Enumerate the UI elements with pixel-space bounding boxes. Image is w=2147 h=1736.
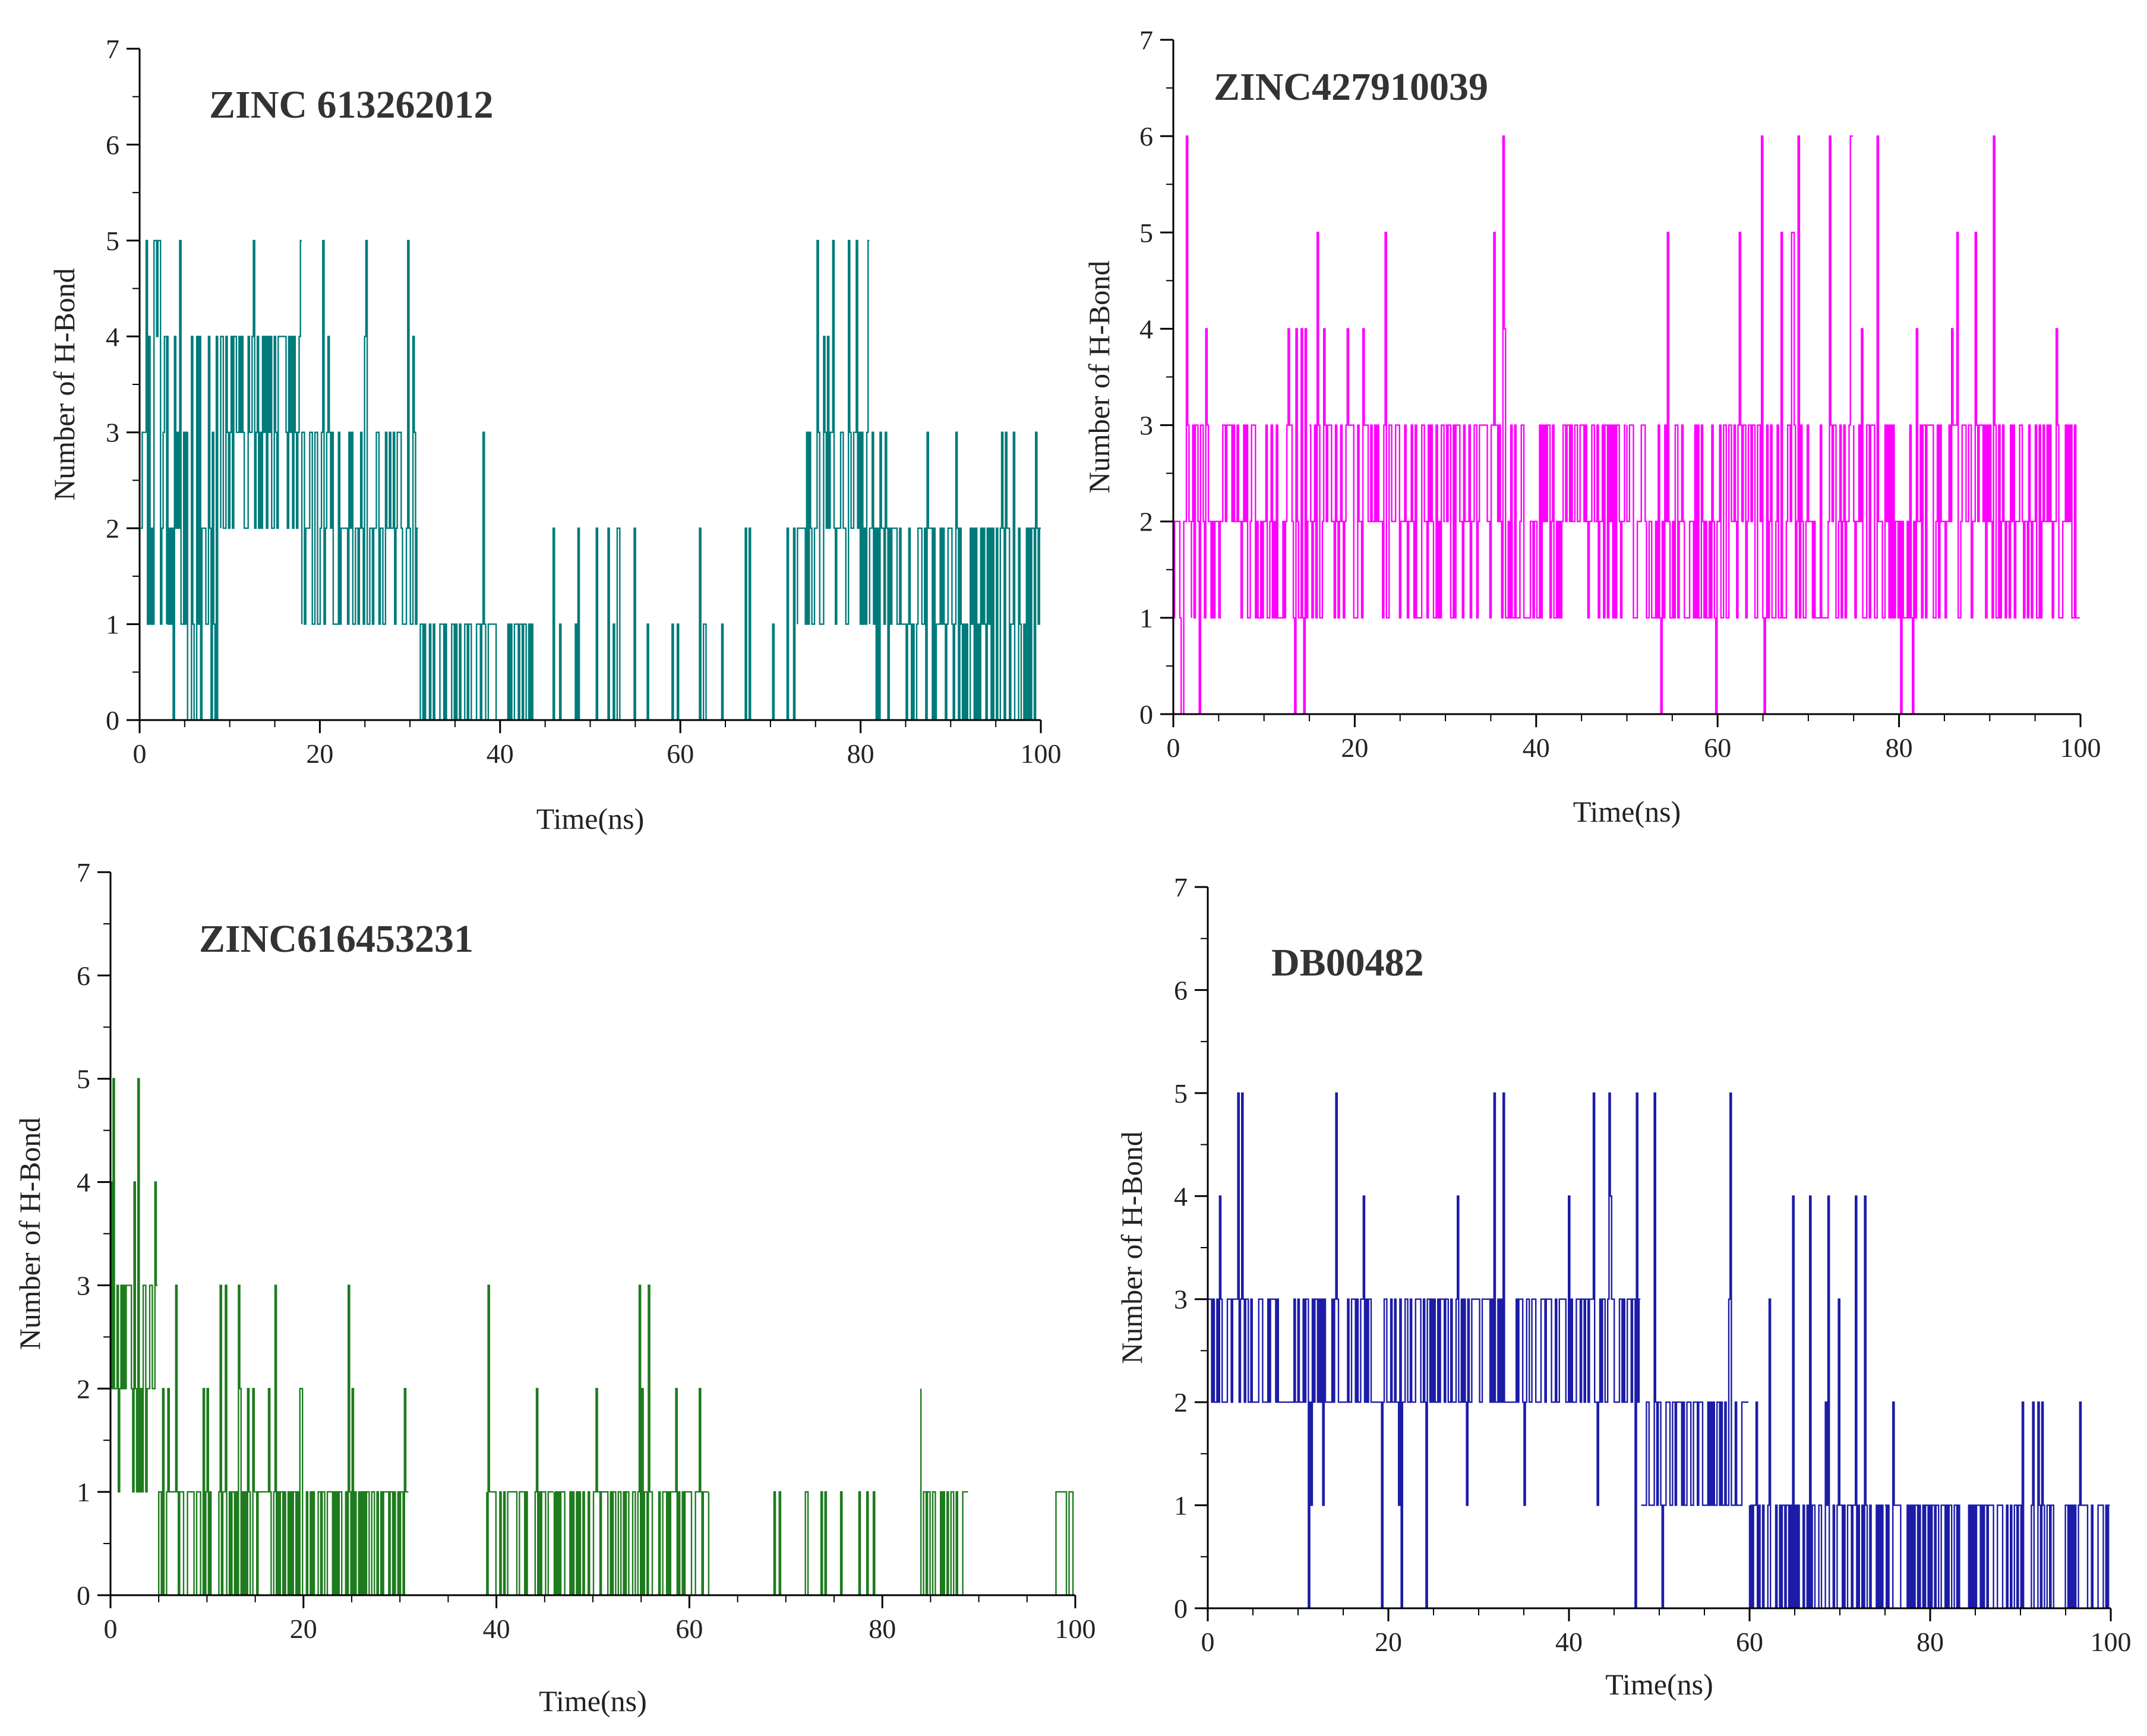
y-axis-title: Number of H-Bond	[48, 268, 81, 501]
x-tick-label: 60	[667, 738, 694, 769]
x-axis-title: Time(ns)	[1605, 1668, 1713, 1701]
y-tick-label: 7	[1139, 25, 1153, 55]
x-tick-label: 40	[1523, 733, 1550, 763]
panel-title: ZINC616453231	[199, 917, 473, 961]
y-tick-label: 6	[1139, 121, 1153, 151]
panel-db00482: 0 1 2 3 4 5 6 7 0 20 40 60 80 100 Time(ns) Number of H-…	[1115, 872, 2132, 1701]
y-tick-label: 2	[77, 1374, 90, 1404]
x-tick-label: 0	[1201, 1627, 1215, 1657]
y-tick-label: 6	[77, 961, 90, 991]
y-tick-label: 0	[1174, 1593, 1188, 1624]
y-tick-label: 4	[77, 1167, 90, 1198]
x-tick-label: 80	[1886, 733, 1913, 763]
x-tick-label: 100	[2060, 733, 2101, 763]
panel-title: ZINC427910039	[1214, 65, 1488, 109]
y-tick-label: 6	[1174, 975, 1188, 1005]
y-tick-label: 5	[1139, 217, 1153, 248]
y-tick-label: 1	[77, 1477, 90, 1507]
y-tick-label: 0	[106, 705, 119, 736]
hbond-trace	[109, 1078, 1075, 1596]
hbond-trace	[140, 239, 1041, 721]
hbond-series-line	[140, 239, 1041, 721]
y-tick-label: 1	[1174, 1491, 1188, 1521]
y-tick-label: 1	[1139, 603, 1153, 633]
y-axis-title: Number of H-Bond	[13, 1118, 46, 1350]
x-tick-label: 40	[483, 1614, 510, 1644]
y-tick-label: 2	[106, 513, 119, 544]
y-tick-label: 7	[1174, 872, 1188, 902]
panel-zinc616453231: 0 1 2 3 4 5 6 7 0 20 40 60 80 100 Time(ns) Number of H-…	[13, 857, 1096, 1718]
x-axis-title: Time(ns)	[539, 1684, 647, 1718]
x-tick-label: 100	[1055, 1614, 1096, 1644]
x-tick-label: 80	[869, 1614, 896, 1644]
x-tick-label: 20	[290, 1614, 317, 1644]
y-tick-label: 3	[77, 1270, 90, 1301]
y-tick-label: 7	[77, 857, 90, 888]
x-axis-title: Time(ns)	[1573, 795, 1681, 828]
panel-zinc613262012: 0 1 2 3 4 5 6 7 0 20 40 60 80 100 Time(ns) Number of H-…	[48, 34, 1062, 835]
y-tick-label: 0	[1139, 699, 1153, 730]
x-tick-label: 0	[133, 738, 147, 769]
hbond-trace	[1172, 135, 2080, 715]
y-tick-label: 4	[1174, 1181, 1188, 1211]
x-tick-label: 60	[675, 1614, 703, 1644]
x-tick-label: 0	[1167, 733, 1180, 763]
hbond-series-line	[1172, 135, 2080, 715]
y-axis-title: Number of H-Bond	[1115, 1131, 1148, 1364]
x-tick-label: 20	[1341, 733, 1368, 763]
y-tick-label: 3	[106, 418, 119, 448]
y-tick-label: 7	[106, 34, 119, 64]
x-tick-label: 60	[1736, 1627, 1763, 1657]
y-tick-label: 0	[77, 1580, 90, 1611]
x-tick-label: 20	[306, 738, 333, 769]
x-tick-label: 80	[1916, 1627, 1944, 1657]
y-tick-label: 5	[77, 1064, 90, 1094]
panel-zinc427910039: 0 1 2 3 4 5 6 7 0 20 40 60 80 100 Time(ns) Number of H-…	[1082, 25, 2101, 828]
hbond-series-line	[1207, 1092, 2110, 1609]
hbond-trace	[1207, 1092, 2110, 1609]
y-tick-label: 5	[1174, 1078, 1188, 1109]
y-tick-label: 3	[1139, 411, 1153, 441]
x-tick-label: 80	[847, 738, 874, 769]
y-tick-label: 4	[106, 321, 119, 352]
x-tick-label: 60	[1704, 733, 1731, 763]
hbond-series-line	[109, 1078, 1075, 1596]
x-tick-label: 40	[487, 738, 514, 769]
y-tick-label: 2	[1139, 507, 1153, 537]
y-tick-label: 6	[106, 130, 119, 160]
x-tick-label: 100	[1021, 738, 1062, 769]
x-tick-label: 40	[1555, 1627, 1583, 1657]
x-tick-label: 100	[2091, 1627, 2132, 1657]
y-tick-label: 2	[1174, 1387, 1188, 1418]
x-axis-title: Time(ns)	[536, 802, 645, 835]
y-tick-label: 3	[1174, 1284, 1188, 1315]
y-tick-label: 1	[106, 610, 119, 640]
y-tick-label: 5	[106, 226, 119, 256]
panel-title: DB00482	[1271, 941, 1424, 984]
x-tick-label: 0	[104, 1614, 118, 1644]
x-tick-label: 20	[1375, 1627, 1402, 1657]
y-axis-title: Number of H-Bond	[1082, 261, 1116, 494]
y-tick-label: 4	[1139, 314, 1153, 344]
panel-title: ZINC 613262012	[209, 83, 494, 127]
